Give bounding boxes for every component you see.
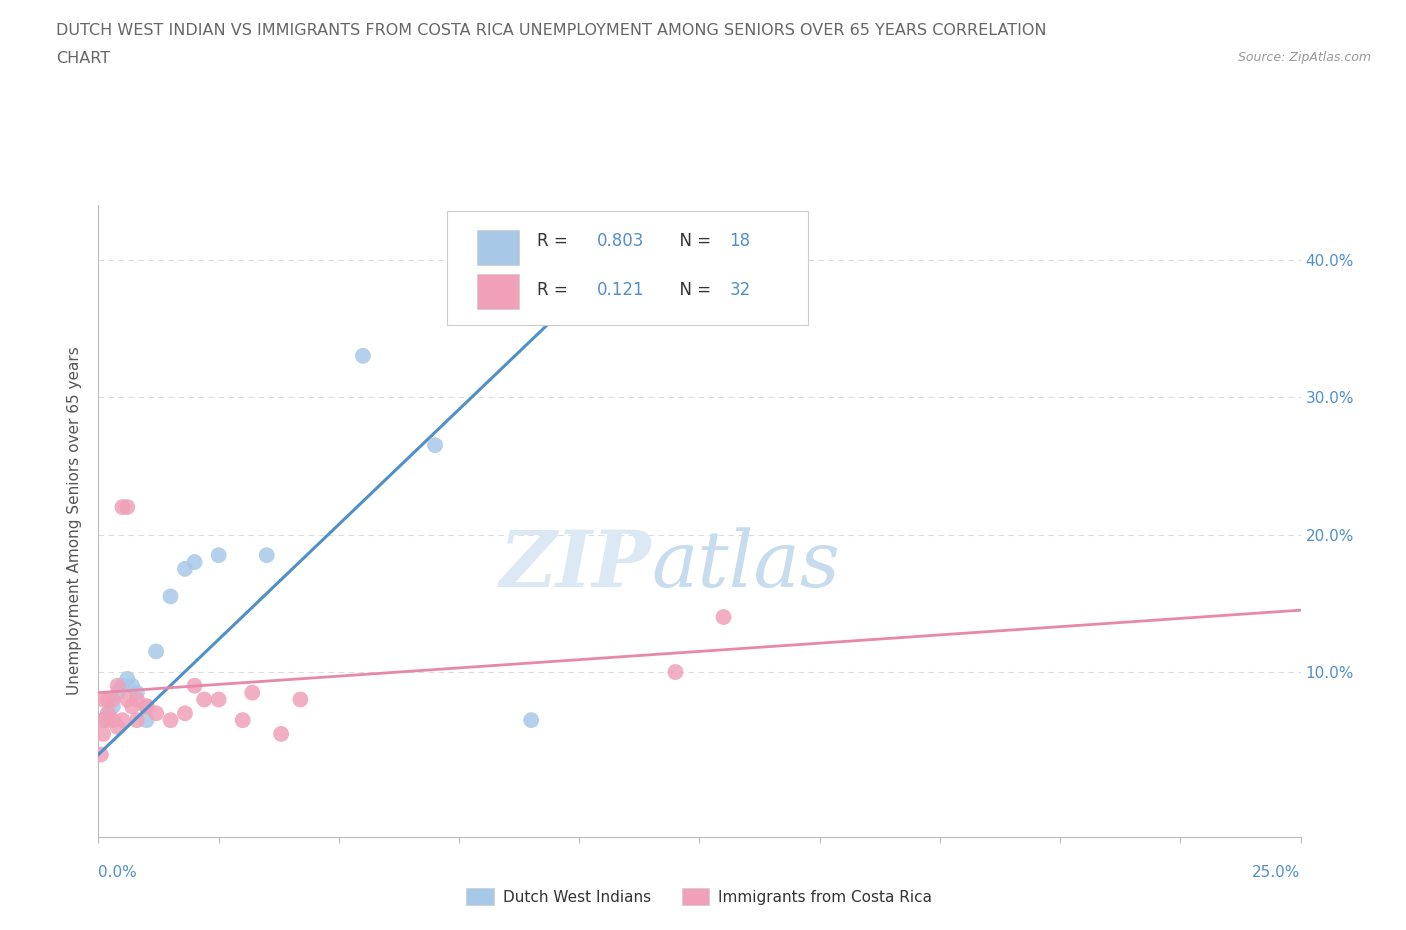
Point (121, 678, 143, 693)
Point (101, 712, 124, 727)
Point (107, 678, 129, 693)
Point (208, 548, 231, 563)
Point (91, 712, 114, 727)
Point (270, 726, 292, 741)
Point (117, 499, 139, 514)
Text: CHART: CHART (56, 51, 110, 66)
Text: R =: R = (537, 281, 578, 299)
Point (91, 726, 114, 741)
Point (101, 692, 124, 707)
Point (240, 685, 263, 700)
Point (125, 685, 148, 700)
Point (352, 349, 374, 364)
Text: 32: 32 (730, 281, 751, 299)
FancyBboxPatch shape (447, 211, 807, 325)
Legend: Dutch West Indians, Immigrants from Costa Rica: Dutch West Indians, Immigrants from Cost… (460, 882, 939, 911)
Point (174, 562, 197, 577)
Point (107, 685, 129, 700)
Text: N =: N = (669, 281, 717, 299)
Point (117, 671, 139, 686)
Text: atlas: atlas (651, 527, 841, 604)
FancyBboxPatch shape (477, 230, 519, 265)
Text: 18: 18 (730, 232, 751, 250)
Point (208, 692, 231, 707)
Point (713, 609, 735, 624)
Point (159, 589, 181, 604)
Point (90, 747, 112, 762)
Point (193, 692, 215, 707)
Point (183, 678, 205, 693)
Point (125, 712, 148, 727)
Point (520, 712, 543, 727)
Point (183, 554, 205, 569)
Point (135, 699, 157, 714)
Text: 25.0%: 25.0% (1253, 866, 1301, 881)
Point (111, 712, 134, 727)
Point (135, 712, 157, 727)
Point (91, 692, 114, 707)
Point (97, 692, 120, 707)
Text: R =: R = (537, 232, 574, 250)
Point (290, 692, 312, 707)
FancyBboxPatch shape (477, 274, 519, 309)
Text: 0.121: 0.121 (598, 281, 645, 299)
Point (97, 706, 120, 721)
Point (91, 712, 114, 727)
Text: 0.803: 0.803 (598, 232, 645, 250)
Y-axis label: Unemployment Among Seniors over 65 years: Unemployment Among Seniors over 65 years (67, 347, 83, 696)
Point (121, 699, 143, 714)
Point (174, 706, 197, 721)
Point (111, 499, 134, 514)
Point (97, 712, 120, 727)
Text: 0.0%: 0.0% (98, 866, 138, 881)
Point (664, 665, 686, 680)
Text: ZIP: ZIP (499, 526, 651, 604)
Point (145, 644, 167, 658)
Point (111, 678, 134, 693)
Text: DUTCH WEST INDIAN VS IMMIGRANTS FROM COSTA RICA UNEMPLOYMENT AMONG SENIORS OVER : DUTCH WEST INDIAN VS IMMIGRANTS FROM COS… (56, 23, 1046, 38)
Text: Source: ZipAtlas.com: Source: ZipAtlas.com (1237, 51, 1371, 64)
Text: N =: N = (669, 232, 717, 250)
Point (125, 692, 148, 707)
Point (135, 699, 157, 714)
Point (97, 706, 120, 721)
Point (145, 706, 167, 721)
Point (256, 548, 278, 563)
Point (101, 699, 124, 714)
Point (159, 712, 181, 727)
Point (107, 720, 129, 735)
Point (232, 712, 254, 727)
Point (117, 692, 139, 707)
Point (423, 438, 446, 453)
